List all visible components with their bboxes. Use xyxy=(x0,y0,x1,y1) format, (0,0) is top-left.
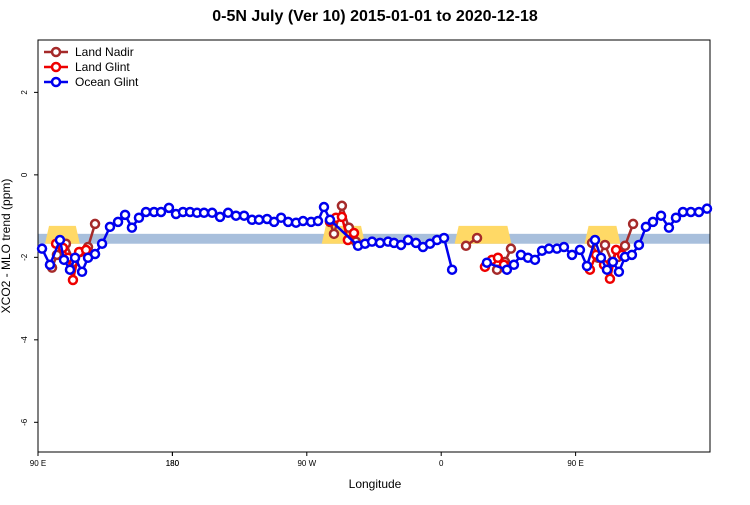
data-point xyxy=(312,215,324,227)
data-point xyxy=(471,232,483,244)
data-point xyxy=(374,237,386,249)
data-point xyxy=(140,206,152,218)
data-point xyxy=(558,241,570,253)
y-tick-label: 0 xyxy=(20,172,29,177)
data-point xyxy=(112,216,124,228)
data-point xyxy=(163,202,175,214)
data-point xyxy=(581,260,593,272)
data-point xyxy=(238,210,250,221)
data-point xyxy=(599,239,611,251)
data-point xyxy=(104,221,116,233)
data-point xyxy=(508,259,520,271)
data-point xyxy=(230,210,242,221)
data-point xyxy=(613,266,625,278)
data-point xyxy=(438,232,450,244)
legend-marker xyxy=(50,61,62,73)
data-point xyxy=(297,215,309,227)
data-point xyxy=(607,256,619,268)
data-point xyxy=(655,210,667,221)
data-point xyxy=(627,218,639,230)
data-point xyxy=(64,264,76,275)
y-tick-label: 2 xyxy=(20,90,29,95)
x-tick-label: 180 xyxy=(166,459,180,468)
data-point xyxy=(663,222,675,233)
data-point xyxy=(119,209,131,221)
data-point xyxy=(701,203,713,214)
x-tick-label: 90 W xyxy=(297,459,316,468)
data-point xyxy=(693,206,705,218)
data-point xyxy=(89,218,101,230)
x-tick-label: 90 E xyxy=(30,459,46,468)
legend-marker xyxy=(50,76,62,88)
legend-label: Land Glint xyxy=(75,60,130,74)
data-point xyxy=(126,222,138,233)
data-point xyxy=(76,266,88,278)
highlight-region xyxy=(454,225,512,244)
data-point xyxy=(198,207,210,219)
data-point xyxy=(58,254,70,266)
data-point xyxy=(54,234,66,246)
data-point xyxy=(446,264,458,275)
x-tick-label: 180 xyxy=(166,459,180,468)
legend-label: Ocean Glint xyxy=(75,75,139,89)
data-point xyxy=(501,264,513,275)
y-tick-label: -6 xyxy=(20,418,29,426)
chart-title: 0-5N July (Ver 10) 2015-01-01 to 2020-12… xyxy=(212,8,538,25)
data-point xyxy=(214,211,226,223)
data-point xyxy=(595,252,607,264)
data-point xyxy=(670,212,682,223)
data-point xyxy=(348,227,360,239)
data-point xyxy=(336,200,348,212)
data-point xyxy=(324,214,336,226)
x-axis-label: Longitude xyxy=(349,477,402,491)
data-point xyxy=(481,257,493,268)
data-point xyxy=(601,264,613,275)
data-point xyxy=(328,228,340,240)
data-point xyxy=(36,243,48,254)
data-point xyxy=(96,238,108,249)
data-point xyxy=(69,252,81,264)
y-tick-label: -4 xyxy=(20,336,29,344)
data-point xyxy=(626,249,638,261)
data-point xyxy=(133,212,145,223)
data-point xyxy=(155,206,167,218)
data-point xyxy=(633,239,645,251)
x-tick-label: 0 xyxy=(439,459,444,468)
data-point xyxy=(67,274,79,286)
data-point xyxy=(640,221,652,233)
data-point xyxy=(589,234,601,246)
data-point xyxy=(566,249,578,261)
legend-label: Land Nadir xyxy=(75,45,134,59)
data-point xyxy=(44,259,56,271)
legend-marker xyxy=(50,46,62,58)
data-point xyxy=(505,243,517,254)
data-point xyxy=(685,206,697,218)
data-point xyxy=(318,201,330,213)
data-point xyxy=(604,273,616,285)
x-tick-label: 90 E xyxy=(567,459,583,468)
data-point xyxy=(89,248,101,260)
data-point xyxy=(206,207,218,219)
data-point xyxy=(492,252,504,264)
y-tick-label: -2 xyxy=(20,253,29,261)
y-axis-label: XCO2 - MLO trend (ppm) xyxy=(0,179,13,314)
data-point xyxy=(460,240,472,252)
data-point xyxy=(253,214,265,226)
data-point xyxy=(395,239,407,251)
data-point xyxy=(619,240,631,252)
data-point xyxy=(336,211,348,223)
data-point xyxy=(529,254,541,266)
data-point xyxy=(647,216,659,228)
data-point xyxy=(574,244,586,256)
data-point xyxy=(366,236,378,247)
